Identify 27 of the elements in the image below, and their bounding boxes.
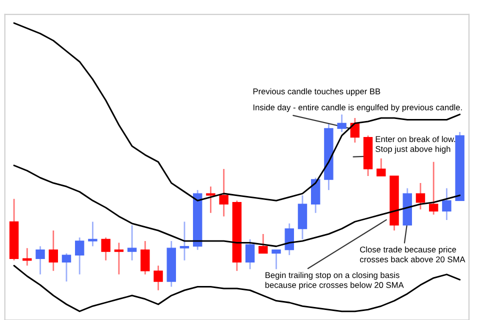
annotation: Begin trailing stop on a closing basis because price crosses below 20 SMA bbox=[265, 272, 404, 290]
candlestick bbox=[48, 230, 58, 272]
candlestick bbox=[416, 182, 426, 210]
candlestick bbox=[114, 242, 124, 276]
candlestick bbox=[258, 233, 268, 254]
text: Inside day - entire candle is engulfed by previous candle. bbox=[253, 104, 462, 112]
candlestick bbox=[101, 236, 110, 262]
candlestick bbox=[245, 238, 255, 270]
candlestick bbox=[219, 168, 228, 218]
candlestick bbox=[284, 222, 294, 256]
annotation: Close trade because price crosses back above 20 SMA bbox=[360, 246, 466, 262]
candlestick bbox=[428, 161, 438, 216]
candlestick bbox=[36, 246, 45, 276]
candlestick bbox=[74, 236, 84, 276]
candlestick bbox=[206, 186, 216, 214]
candlestick bbox=[272, 249, 281, 270]
text: Previous candle touches upper BB bbox=[253, 88, 380, 96]
candlestick bbox=[442, 188, 452, 221]
candlestick bbox=[180, 221, 190, 262]
candlestick bbox=[376, 158, 386, 177]
candlestick bbox=[62, 252, 72, 282]
candlestick bbox=[140, 240, 150, 276]
annotation: Enter on break of low. Stop just above high bbox=[376, 136, 456, 154]
candlestick bbox=[154, 264, 163, 291]
candlestick bbox=[88, 221, 98, 247]
candlestick bbox=[127, 224, 137, 262]
candlestick bbox=[337, 114, 346, 133]
